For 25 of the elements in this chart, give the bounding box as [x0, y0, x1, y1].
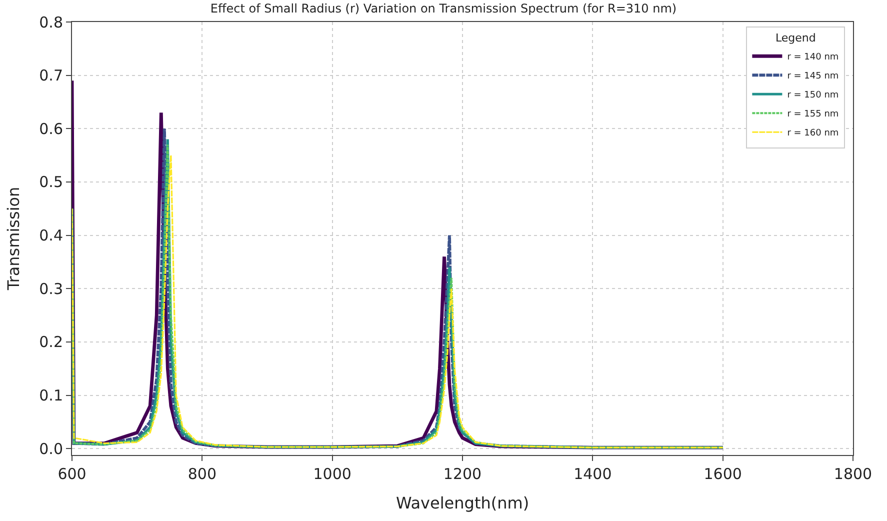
y-tick-label: 0.1	[39, 386, 63, 405]
chart-title: Effect of Small Radius (r) Variation on Transmission Spectrum (for R=310 nm)	[210, 2, 677, 16]
x-tick-label: 1800	[834, 465, 872, 483]
y-axis-title: Transmission	[4, 186, 24, 292]
y-tick-label: 0.8	[39, 13, 63, 32]
legend-label: r = 160 nm	[787, 128, 839, 139]
x-tick-label: 1400	[574, 465, 612, 483]
y-tick-label: 0.7	[39, 66, 63, 85]
x-tick-label: 1000	[313, 465, 352, 483]
legend-label: r = 140 nm	[787, 52, 839, 63]
x-tick-label: 600	[58, 465, 86, 483]
y-tick-label: 0.3	[39, 280, 63, 298]
y-tick-label: 0.2	[39, 333, 63, 352]
x-axis-title: Wavelength(nm)	[396, 494, 530, 513]
legend-label: r = 150 nm	[787, 90, 839, 101]
x-tick-label: 800	[188, 465, 216, 483]
y-tick-label: 0.5	[39, 173, 63, 192]
y-tick-label: 0.4	[39, 226, 63, 245]
x-tick-label: 1600	[704, 465, 742, 483]
legend-label: r = 155 nm	[787, 110, 839, 120]
x-tick-label: 1200	[443, 465, 482, 483]
legend-label: r = 145 nm	[787, 72, 839, 82]
legend-title: Legend	[775, 32, 816, 45]
y-tick-label: 0.6	[39, 120, 63, 138]
y-tick-label: 0.0	[39, 440, 63, 458]
